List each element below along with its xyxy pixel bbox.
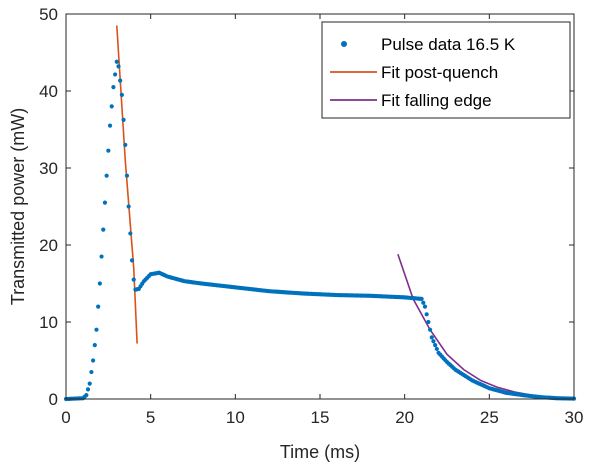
- data-point: [106, 148, 111, 153]
- data-point: [433, 343, 438, 348]
- data-point: [102, 200, 108, 205]
- data-point: [131, 277, 136, 282]
- legend-marker-data: [341, 41, 347, 47]
- data-point: [94, 327, 99, 332]
- y-tick-label: 20: [39, 236, 58, 255]
- legend-box: [321, 21, 571, 119]
- x-tick-label: 15: [311, 408, 330, 427]
- legend-item-data: Pulse data 16.5 K: [341, 35, 516, 54]
- y-tick-label: 0: [49, 390, 58, 409]
- y-tick-label: 40: [39, 82, 58, 101]
- legend-item-post-quench: Fit post-quench: [330, 63, 498, 82]
- data-point: [126, 204, 131, 209]
- data-point: [109, 104, 114, 109]
- data-point: [419, 296, 424, 301]
- data-point: [119, 92, 124, 97]
- fit-line-fit_post_quench: [116, 25, 138, 344]
- data-point: [129, 258, 135, 263]
- data-point: [89, 369, 94, 375]
- data-point: [124, 173, 130, 178]
- data-point: [107, 123, 113, 128]
- x-axis-label: Time (ms): [280, 442, 360, 462]
- data-point: [118, 78, 123, 83]
- y-tick-label: 30: [39, 159, 58, 178]
- data-point: [422, 304, 428, 309]
- data-point: [111, 85, 116, 90]
- data-point: [123, 142, 128, 147]
- data-point: [90, 358, 96, 363]
- data-point: [96, 304, 101, 309]
- data-point: [121, 117, 126, 122]
- x-tick-label: 0: [61, 408, 70, 427]
- y-tick-label: 10: [39, 313, 58, 332]
- data-point: [114, 59, 119, 64]
- data-point: [427, 327, 433, 332]
- data-point: [84, 393, 89, 398]
- data-point: [431, 339, 436, 344]
- y-tick-label: 50: [39, 5, 58, 24]
- legend-item-falling-edge: Fit falling edge: [330, 91, 492, 110]
- data-point: [99, 254, 104, 259]
- x-tick-label: 5: [146, 408, 155, 427]
- data-point: [97, 281, 102, 286]
- x-tick-label: 30: [565, 408, 584, 427]
- data-point: [426, 319, 431, 325]
- data-point: [85, 387, 91, 392]
- legend-label-data: Pulse data 16.5 K: [381, 35, 516, 54]
- legend-label-post-quench: Fit post-quench: [381, 63, 498, 82]
- data-point: [104, 173, 109, 178]
- data-point: [116, 64, 121, 69]
- data-point: [92, 343, 97, 348]
- data-point: [101, 227, 106, 232]
- data-point: [434, 346, 439, 352]
- legend: Pulse data 16.5 K Fit post-quench Fit fa…: [321, 21, 571, 119]
- y-axis-label: Transmitted power (mW): [8, 108, 28, 305]
- x-tick-label: 10: [226, 408, 245, 427]
- x-tick-label: 20: [395, 408, 414, 427]
- legend-label-falling-edge: Fit falling edge: [381, 91, 492, 110]
- data-point: [128, 231, 133, 236]
- data-point: [429, 335, 434, 340]
- data-point: [424, 312, 429, 317]
- data-point: [87, 381, 92, 386]
- x-tick-label: 25: [480, 408, 499, 427]
- data-point: [421, 300, 426, 305]
- data-point: [113, 72, 118, 77]
